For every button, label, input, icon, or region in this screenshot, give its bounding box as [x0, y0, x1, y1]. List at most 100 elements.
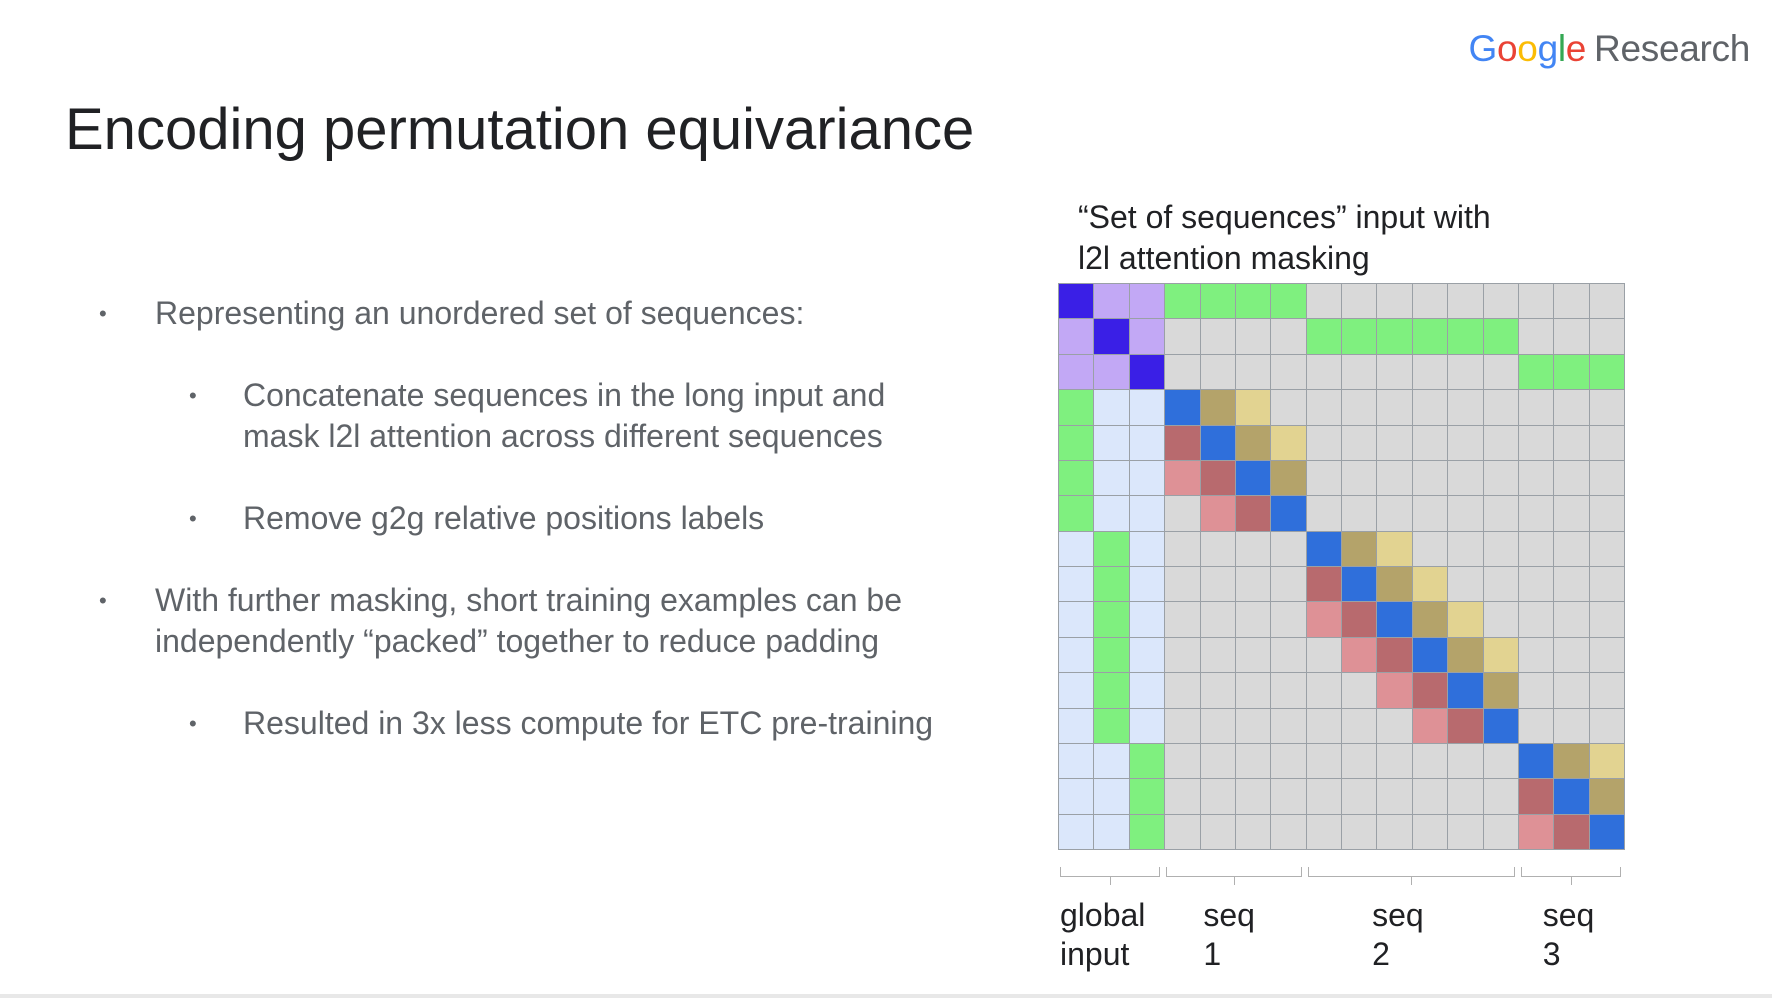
- l2l-cell: [1306, 567, 1341, 602]
- l2l-cell: [1589, 496, 1624, 531]
- l2l-cell: [1306, 708, 1341, 743]
- l2l-cell: [1306, 673, 1341, 708]
- l2l-cell: [1200, 567, 1235, 602]
- l2l-cell: [1377, 531, 1412, 566]
- bullet-line: With further masking, short training exa…: [155, 582, 902, 618]
- l2l-cell: [1200, 673, 1235, 708]
- g2l-cell: [1165, 284, 1200, 319]
- l2g-cell: [1094, 496, 1129, 531]
- l2l-cell: [1483, 814, 1518, 849]
- l2l-cell: [1518, 743, 1554, 779]
- g2l-cell: [1271, 354, 1306, 390]
- l2l-cell: [1589, 531, 1624, 566]
- l2l-cell: [1518, 602, 1554, 637]
- group-bracket: [1166, 867, 1303, 885]
- l2l-cell: [1165, 567, 1200, 602]
- bullet-line: independently “packed” together to reduc…: [155, 623, 880, 659]
- g2l-cell: [1554, 319, 1589, 354]
- l2l-cell: [1377, 602, 1412, 637]
- l2l-cell: [1554, 673, 1589, 708]
- l2l-cell: [1165, 460, 1200, 496]
- l2l-cell: [1412, 743, 1448, 779]
- research-wordmark: Research: [1594, 28, 1750, 69]
- l2l-cell: [1235, 567, 1271, 602]
- l2l-cell: [1448, 708, 1483, 743]
- bracket-tick: [1110, 877, 1112, 885]
- g2l-cell: [1306, 319, 1341, 354]
- l2l-cell: [1235, 743, 1271, 779]
- l2l-cell: [1589, 743, 1624, 779]
- g2l-cell: [1412, 284, 1448, 319]
- l2l-cell: [1342, 708, 1377, 743]
- l2l-cell: [1483, 531, 1518, 566]
- l2l-cell: [1271, 390, 1306, 425]
- l2l-cell: [1306, 460, 1341, 496]
- l2l-cell: [1306, 390, 1341, 425]
- g2l-cell: [1483, 319, 1518, 354]
- l2l-cell: [1554, 567, 1589, 602]
- l2l-cell: [1165, 743, 1200, 779]
- l2l-cell: [1483, 779, 1518, 814]
- g2l-cell: [1483, 284, 1518, 319]
- google-research-logo: Google Research: [1468, 28, 1751, 70]
- l2l-cell: [1271, 637, 1306, 673]
- l2l-cell: [1306, 814, 1341, 849]
- g2l-cell: [1518, 284, 1554, 319]
- l2l-cell: [1448, 814, 1483, 849]
- l2l-cell: [1200, 460, 1235, 496]
- l2l-cell: [1342, 779, 1377, 814]
- l2l-cell: [1412, 390, 1448, 425]
- l2l-cell: [1554, 708, 1589, 743]
- g2l-cell: [1200, 319, 1235, 354]
- l2l-cell: [1589, 779, 1624, 814]
- l2l-cell: [1200, 602, 1235, 637]
- l2l-cell: [1483, 425, 1518, 460]
- l2g-cell: [1094, 743, 1129, 779]
- l2l-cell: [1377, 637, 1412, 673]
- l2l-cell: [1518, 673, 1554, 708]
- l2l-cell: [1165, 425, 1200, 460]
- l2l-cell: [1342, 673, 1377, 708]
- bullet-item: With further masking, short training exa…: [155, 580, 902, 662]
- g2l-cell: [1518, 354, 1554, 390]
- l2g-cell: [1059, 460, 1094, 496]
- g2l-cell: [1306, 354, 1341, 390]
- l2l-cell: [1518, 531, 1554, 566]
- l2l-cell: [1271, 779, 1306, 814]
- l2l-cell: [1518, 567, 1554, 602]
- l2l-cell: [1271, 460, 1306, 496]
- l2l-cell: [1377, 814, 1412, 849]
- l2l-cell: [1200, 779, 1235, 814]
- bracket-tick: [1570, 877, 1572, 885]
- google-wordmark: Google: [1468, 28, 1587, 69]
- g2l-cell: [1165, 319, 1200, 354]
- g2l-cell: [1235, 284, 1271, 319]
- l2l-cell: [1412, 779, 1448, 814]
- g2l-cell: [1377, 319, 1412, 354]
- l2l-cell: [1377, 779, 1412, 814]
- l2l-cell: [1306, 496, 1341, 531]
- l2g-cell: [1129, 567, 1165, 602]
- l2g-cell: [1059, 531, 1094, 566]
- l2l-cell: [1271, 567, 1306, 602]
- l2l-cell: [1342, 425, 1377, 460]
- g2l-cell: [1271, 319, 1306, 354]
- l2l-cell: [1306, 743, 1341, 779]
- l2l-cell: [1448, 460, 1483, 496]
- group-label: seq 1: [1203, 897, 1255, 972]
- group-bracket: [1520, 867, 1621, 885]
- l2l-cell: [1342, 637, 1377, 673]
- bullet-line: Resulted in 3x less compute for ETC pre-…: [243, 705, 934, 741]
- l2g-cell: [1129, 531, 1165, 566]
- l2l-cell: [1483, 496, 1518, 531]
- l2l-cell: [1200, 814, 1235, 849]
- l2g-cell: [1129, 743, 1165, 779]
- l2l-cell: [1377, 460, 1412, 496]
- l2l-cell: [1342, 567, 1377, 602]
- g2l-cell: [1554, 354, 1589, 390]
- l2l-cell: [1518, 460, 1554, 496]
- l2l-cell: [1200, 425, 1235, 460]
- l2l-cell: [1342, 743, 1377, 779]
- l2l-cell: [1412, 602, 1448, 637]
